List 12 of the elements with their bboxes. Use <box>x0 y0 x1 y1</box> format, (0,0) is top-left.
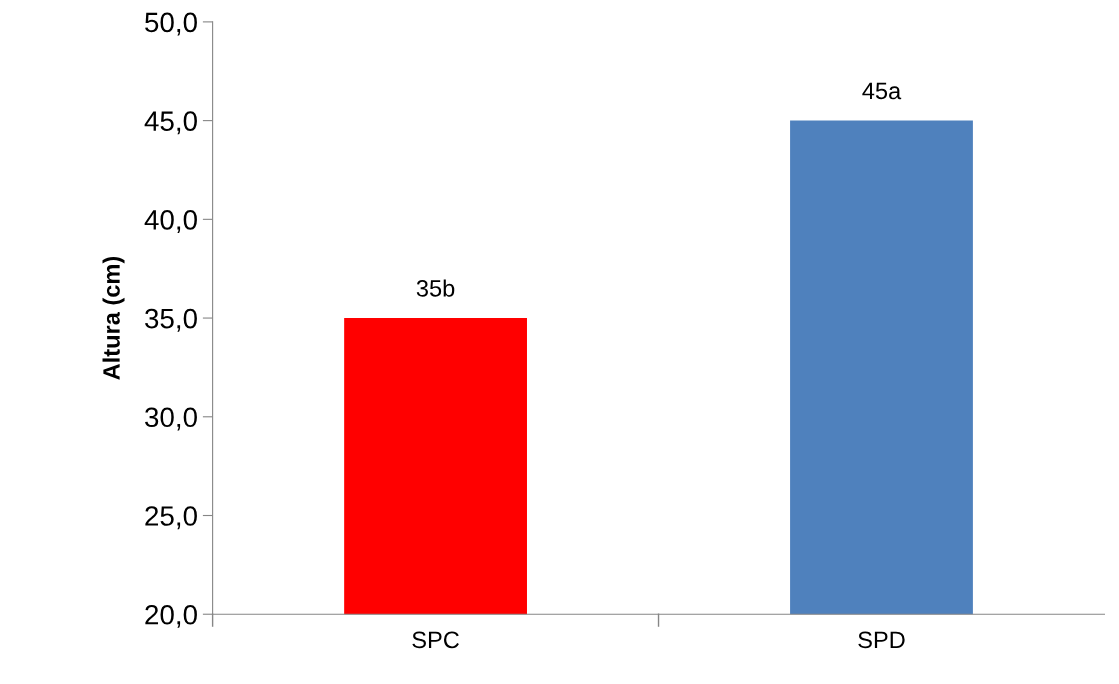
y-tick-label: 35,0 <box>145 308 197 332</box>
y-tick-label: 40,0 <box>144 210 197 233</box>
x-tick-label: SPD <box>858 631 905 649</box>
x-tick-label: SPC <box>412 631 459 649</box>
data-label: 35b <box>416 279 455 297</box>
y-tick-label: 45,0 <box>144 111 197 135</box>
y-tick-label: 50,0 <box>145 12 197 36</box>
y-tick-label: 25,0 <box>145 506 197 530</box>
y-tick-label: 20,0 <box>145 604 197 628</box>
y-axis-title: Altura (cm) <box>102 256 125 380</box>
data-label: 45a <box>862 82 902 100</box>
y-tick-label: 30,0 <box>145 407 197 431</box>
